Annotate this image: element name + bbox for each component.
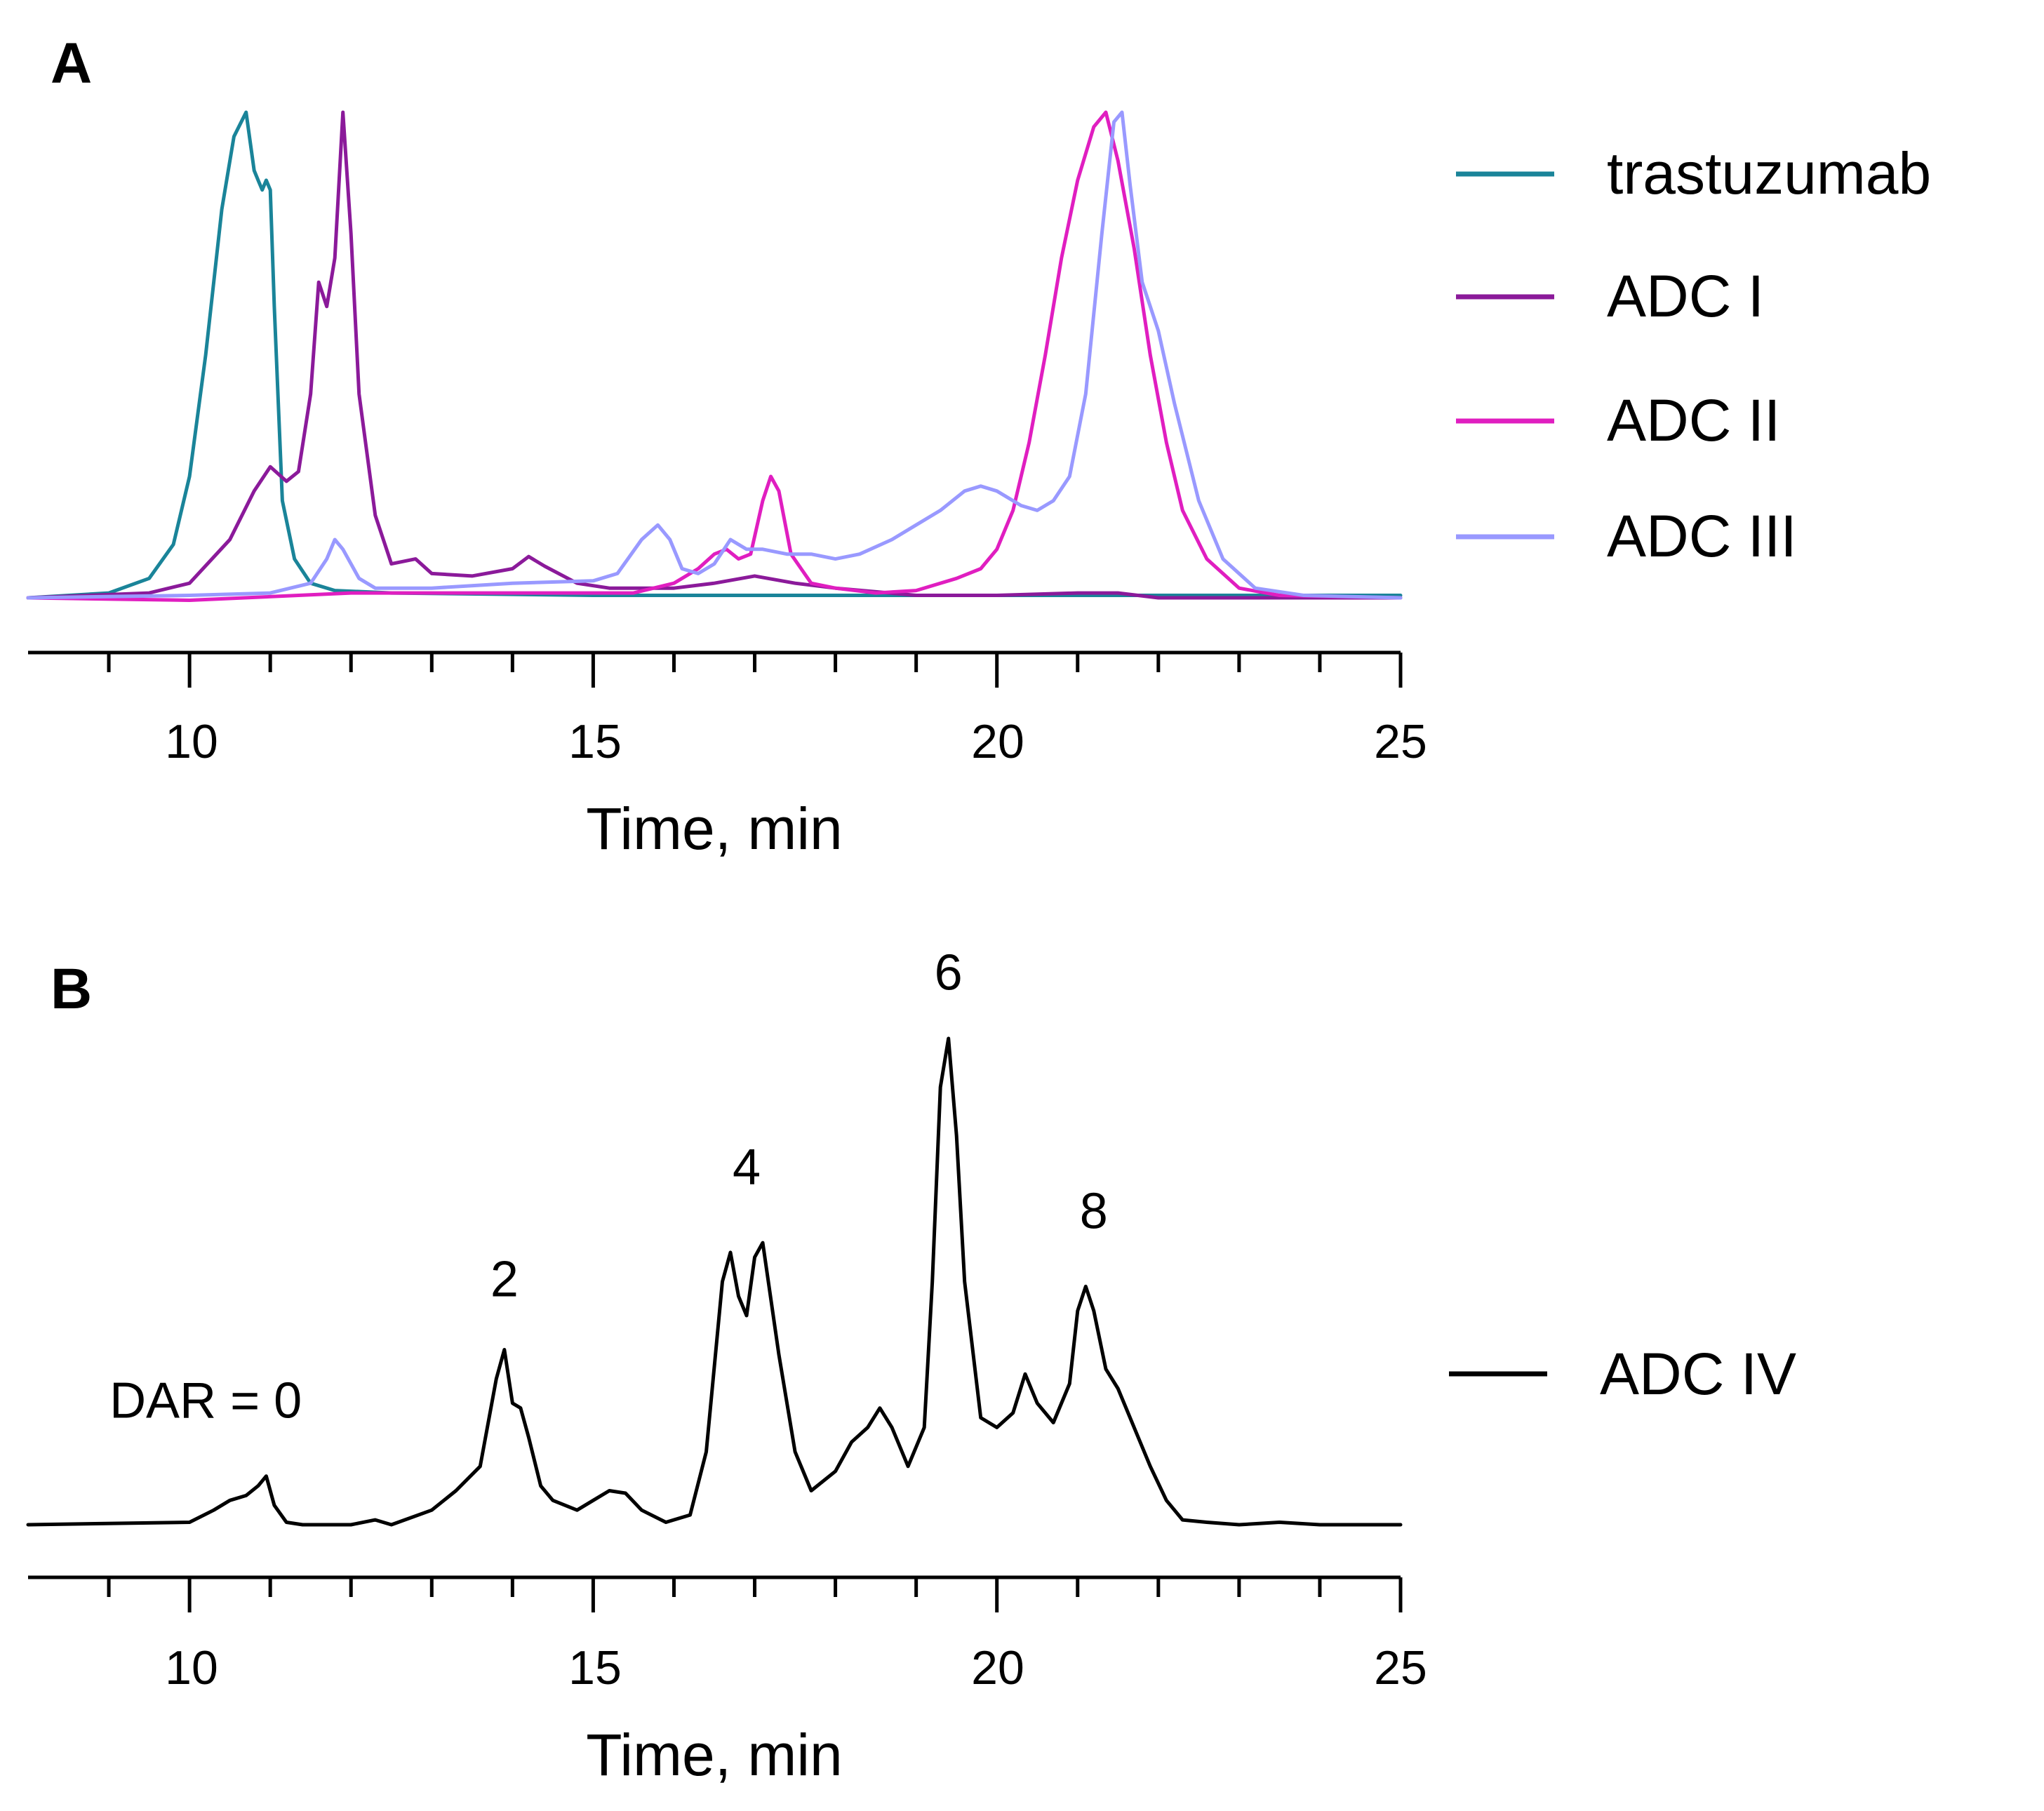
panel-a-tick-label-10: 10: [165, 715, 218, 768]
panel-a-tick-label-25: 25: [1374, 715, 1427, 768]
panel-a-plot-area: [26, 110, 1403, 602]
panel-b-x-axis: 10 15 20 25 Time, min: [28, 1575, 1427, 1788]
legend-label-trastuzumab: trastuzumab: [1607, 140, 1931, 206]
panel-b-tick-label-20: 20: [971, 1641, 1024, 1695]
peak-label-2: 2: [490, 1251, 519, 1307]
peak-label-8: 8: [1080, 1183, 1108, 1239]
peak-label-dar-0: DAR = 0: [109, 1373, 302, 1429]
legend-label-adc-iv: ADC IV: [1600, 1341, 1796, 1407]
panel-b: B DAR = 0 2 4 6 8 10 15 20 25 Time, min ADC …: [26, 945, 1796, 1788]
panel-b-tick-label-10: 10: [165, 1641, 218, 1695]
panel-a-ticks: [107, 653, 1403, 688]
panel-a: A 10 15 20 25 Time, min trastuzumab ADC …: [26, 32, 1931, 862]
panel-b-tick-label-15: 15: [568, 1641, 622, 1695]
panel-b-label: B: [51, 957, 92, 1021]
panel-b-plot-area: [26, 1036, 1403, 1527]
legend-label-adc-iii: ADC III: [1607, 503, 1797, 569]
panel-b-annotations: DAR = 0 2 4 6 8: [109, 945, 1108, 1429]
panel-a-tick-label-15: 15: [568, 715, 622, 768]
panel-b-legend: ADC IV: [1449, 1341, 1796, 1407]
panel-a-label: A: [51, 32, 92, 95]
series-line-trastuzumab: [26, 110, 1403, 600]
panel-b-x-axis-title: Time, min: [586, 1722, 843, 1788]
series-line-adc-iii: [26, 110, 1403, 600]
peak-label-4: 4: [733, 1140, 761, 1196]
peak-label-6: 6: [935, 945, 963, 1001]
series-line-adc-ii: [26, 110, 1403, 602]
panel-a-legend: trastuzumab ADC I ADC II ADC III: [1456, 140, 1931, 569]
series-line-adc-i: [26, 110, 1403, 600]
panel-b-ticks: [107, 1577, 1403, 1612]
series-line-adc-iv: [26, 1036, 1403, 1527]
panel-a-x-axis: 10 15 20 25 Time, min: [28, 650, 1427, 862]
legend-label-adc-i: ADC I: [1607, 263, 1764, 329]
panel-b-tick-label-25: 25: [1374, 1641, 1427, 1695]
panel-a-x-axis-title: Time, min: [586, 796, 843, 862]
legend-label-adc-ii: ADC II: [1607, 387, 1780, 453]
panel-a-tick-label-20: 20: [971, 715, 1024, 768]
